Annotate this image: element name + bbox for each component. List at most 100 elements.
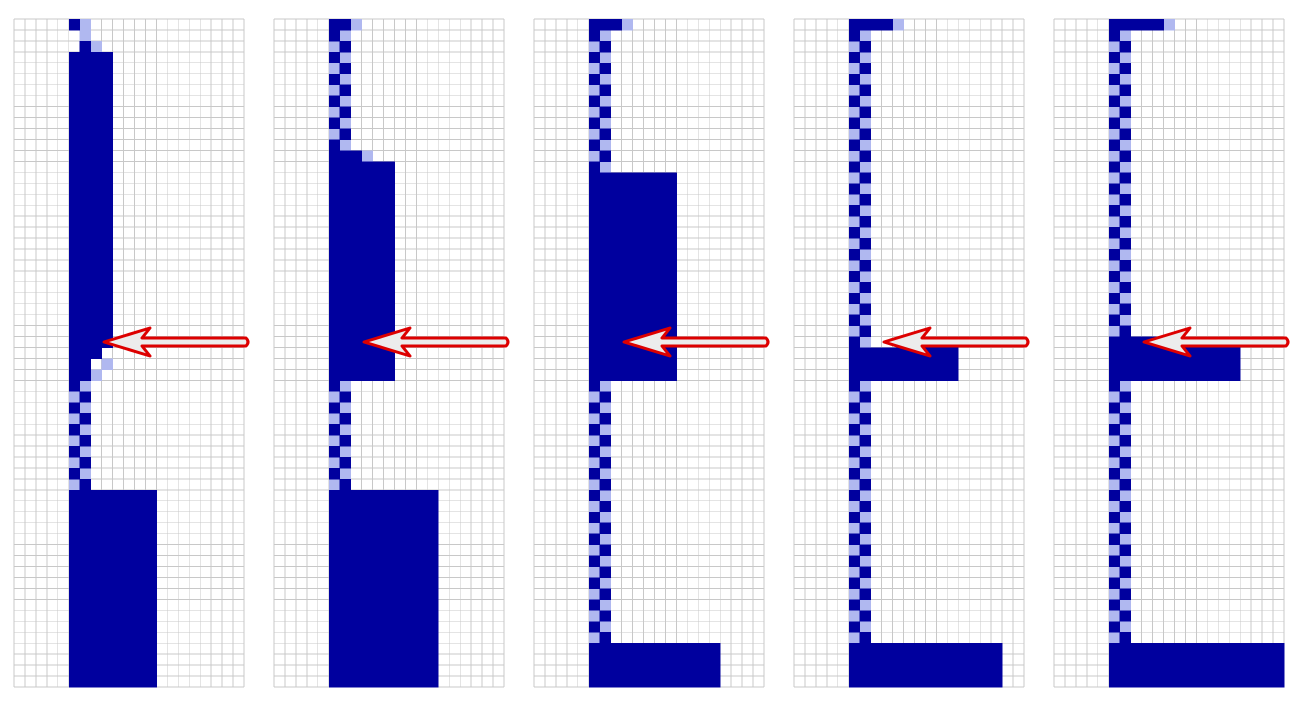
light-cell-run bbox=[79, 424, 92, 436]
light-cell-run bbox=[599, 555, 612, 567]
dark-cell-run bbox=[68, 183, 113, 195]
light-cell-run bbox=[328, 62, 341, 75]
dark-cell-run bbox=[588, 73, 601, 86]
dark-cell-run bbox=[588, 270, 677, 283]
dark-cell-run bbox=[848, 248, 861, 261]
dark-cell-run bbox=[68, 194, 113, 206]
dark-cell-run bbox=[848, 446, 861, 458]
dark-cell-run bbox=[68, 281, 113, 294]
dark-cell-run bbox=[328, 643, 439, 655]
dark-cell-run bbox=[68, 150, 113, 162]
dark-cell-run bbox=[859, 84, 872, 97]
light-cell-run bbox=[68, 391, 81, 403]
light-cell-run-group bbox=[68, 19, 113, 491]
light-cell-run bbox=[859, 577, 872, 589]
dark-cell-run bbox=[859, 40, 872, 53]
light-cell-run bbox=[859, 336, 872, 348]
dark-cell-run bbox=[68, 544, 157, 556]
dark-cell-run bbox=[328, 150, 362, 162]
light-cell-run bbox=[848, 259, 861, 272]
dark-cell-run bbox=[848, 555, 861, 567]
dark-cell-run bbox=[339, 62, 352, 75]
dark-cell-run bbox=[848, 533, 861, 545]
dark-cell-run bbox=[68, 599, 157, 611]
dark-cell-run bbox=[848, 599, 861, 611]
dark-cell-run bbox=[68, 446, 81, 458]
dark-cell-run bbox=[1119, 194, 1132, 206]
dark-cell-run bbox=[1119, 435, 1132, 447]
light-cell-run bbox=[1108, 544, 1121, 556]
light-cell-run bbox=[1108, 216, 1121, 228]
dark-cell-run bbox=[328, 183, 395, 195]
dark-cell-run bbox=[68, 676, 157, 688]
dark-cell-run bbox=[848, 227, 861, 239]
light-cell-run bbox=[328, 40, 341, 53]
dark-cell-run bbox=[1108, 654, 1285, 666]
dark-cell-run bbox=[339, 84, 352, 97]
light-cell-run bbox=[68, 478, 81, 491]
dark-cell-run bbox=[339, 413, 352, 425]
dark-cell-run bbox=[588, 238, 677, 250]
dark-cell-run bbox=[588, 533, 601, 545]
light-cell-run bbox=[1108, 172, 1121, 184]
light-cell-run bbox=[1108, 522, 1121, 535]
dark-cell-run bbox=[68, 380, 81, 392]
light-cell-run bbox=[1108, 325, 1121, 337]
light-cell-run bbox=[1119, 95, 1132, 107]
dark-cell-run bbox=[68, 643, 157, 655]
light-cell-run bbox=[859, 533, 872, 545]
dark-cell-run bbox=[588, 281, 677, 294]
dark-cell-run bbox=[848, 314, 861, 326]
dark-cell-run bbox=[79, 413, 92, 425]
light-cell-run bbox=[588, 391, 601, 403]
dark-cell-run bbox=[1108, 676, 1285, 688]
light-cell-run bbox=[79, 380, 92, 392]
dark-cell-run bbox=[599, 128, 612, 140]
dark-cell-run bbox=[68, 270, 113, 283]
dark-cell-run bbox=[328, 303, 395, 316]
dark-cell-run bbox=[1108, 95, 1121, 107]
dark-cell-run bbox=[1119, 40, 1132, 53]
dark-cell-run bbox=[848, 270, 861, 283]
dark-cell-run bbox=[68, 19, 81, 31]
dark-cell-run bbox=[68, 95, 113, 107]
dark-cell-run bbox=[848, 665, 1003, 677]
dark-cell-run bbox=[848, 424, 861, 436]
light-cell-run bbox=[361, 150, 373, 162]
dark-cell-run bbox=[859, 588, 872, 600]
light-cell-run bbox=[1108, 62, 1121, 75]
dark-cell-run bbox=[1119, 128, 1132, 140]
dark-cell-run bbox=[859, 413, 872, 425]
dark-cell-run bbox=[68, 467, 81, 480]
dark-cell-run bbox=[328, 566, 439, 578]
dark-cell-run bbox=[68, 336, 113, 348]
automaton-panel-2 bbox=[273, 18, 510, 688]
light-cell-run bbox=[588, 413, 601, 425]
dark-cell-run bbox=[1119, 84, 1132, 97]
light-cell-run bbox=[1108, 150, 1121, 162]
light-cell-run bbox=[68, 457, 81, 469]
dark-cell-run bbox=[68, 248, 113, 261]
dark-cell-run bbox=[68, 73, 113, 86]
light-cell-run bbox=[848, 544, 861, 556]
dark-cell-run bbox=[1119, 478, 1132, 491]
dark-cell-run bbox=[588, 117, 601, 129]
dark-cell-run bbox=[859, 172, 872, 184]
light-cell-run bbox=[588, 457, 601, 469]
light-cell-run bbox=[859, 314, 872, 326]
dark-cell-run bbox=[859, 194, 872, 206]
dark-cell-run bbox=[328, 654, 439, 666]
dark-cell-run bbox=[599, 632, 612, 644]
dark-cell-run bbox=[1108, 358, 1241, 370]
light-cell-run bbox=[859, 380, 872, 392]
light-cell-run bbox=[848, 500, 861, 513]
dark-cell-run bbox=[68, 610, 157, 622]
automaton-panel-4 bbox=[793, 18, 1030, 688]
dark-cell-run bbox=[599, 457, 612, 469]
dark-cell-run bbox=[1108, 555, 1121, 567]
light-cell-run bbox=[1119, 227, 1132, 239]
dark-cell-run bbox=[339, 478, 352, 491]
dark-cell-run bbox=[1108, 270, 1121, 283]
dark-cell-run bbox=[328, 29, 341, 42]
light-cell-run bbox=[892, 19, 904, 31]
